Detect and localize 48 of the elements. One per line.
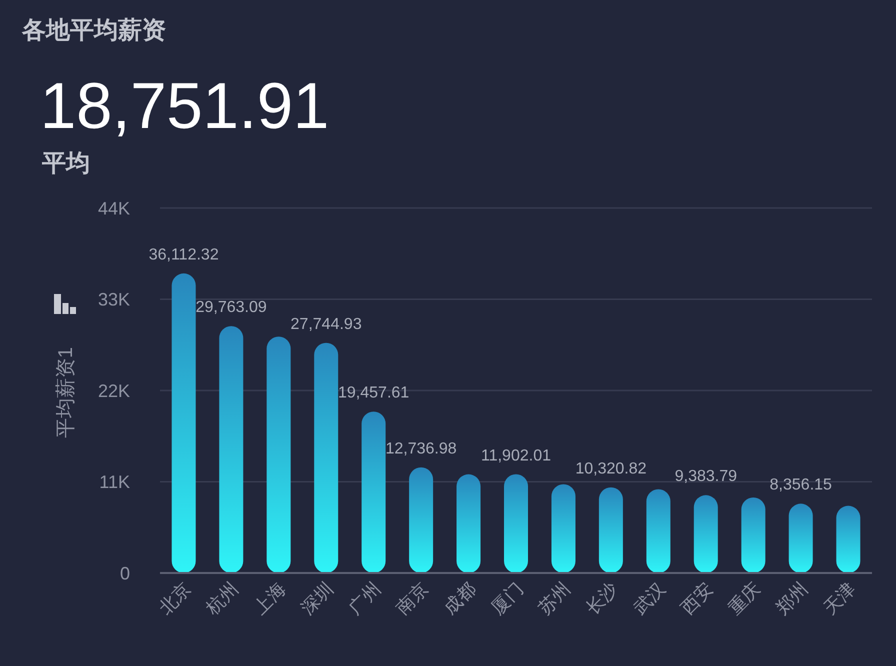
bar [409, 467, 434, 573]
bar [456, 474, 481, 573]
bar [504, 474, 528, 573]
text: 18,751.91 [40, 69, 330, 142]
text: 平均 [41, 150, 90, 177]
y-tick-label: 33K [98, 290, 130, 310]
x-tick-label: 杭州 [202, 578, 242, 619]
bar [598, 487, 623, 573]
bar [219, 326, 244, 573]
y-tick-label: 44K [98, 198, 130, 218]
y-tick-label: 22K [98, 380, 130, 401]
x-tick-label: 成都 [440, 578, 480, 618]
x-tick-label: 天津 [819, 578, 860, 618]
x-tick-label: 北京 [154, 578, 195, 618]
bar [551, 484, 576, 573]
data-label: 12,736.98 [385, 440, 457, 458]
bar [741, 498, 766, 573]
data-label: 9,383.79 [674, 468, 738, 486]
bar [172, 273, 196, 573]
y-tick-label: 0 [120, 563, 130, 584]
x-tick-label: 郑州 [772, 578, 812, 618]
data-label: 36,112.32 [148, 246, 219, 264]
data-label: 29,763.09 [196, 299, 267, 316]
x-tick-label: 南京 [392, 578, 432, 618]
data-label: 11,902.01 [481, 447, 552, 464]
x-tick-label: 苏州 [534, 578, 574, 618]
x-tick-label: 广州 [344, 578, 384, 618]
y-tick-label: 11K [99, 472, 130, 492]
x-tick-label: 厦门 [487, 578, 527, 618]
x-tick-label: 长沙 [582, 578, 622, 618]
bar [266, 336, 291, 573]
bar [694, 495, 718, 573]
x-tick-label: 武汉 [630, 578, 670, 618]
x-tick-label: 西安 [677, 578, 717, 618]
data-label: 27,744.93 [290, 316, 362, 333]
data-label: 10,320.82 [575, 460, 647, 478]
data-label: 19,457.61 [338, 384, 410, 402]
bar [314, 342, 338, 573]
bar [362, 412, 386, 573]
chart-title: 各地平均薪资 [21, 17, 166, 44]
bar [836, 506, 860, 573]
data-label: 8,356.15 [770, 476, 832, 494]
x-tick-label: 重庆 [724, 578, 764, 618]
x-tick-label: 深圳 [297, 578, 337, 618]
bar [646, 489, 670, 573]
x-tick-label: 上海 [250, 578, 290, 618]
y-axis-title: 平均薪资1 [55, 346, 77, 438]
bar [788, 504, 813, 573]
